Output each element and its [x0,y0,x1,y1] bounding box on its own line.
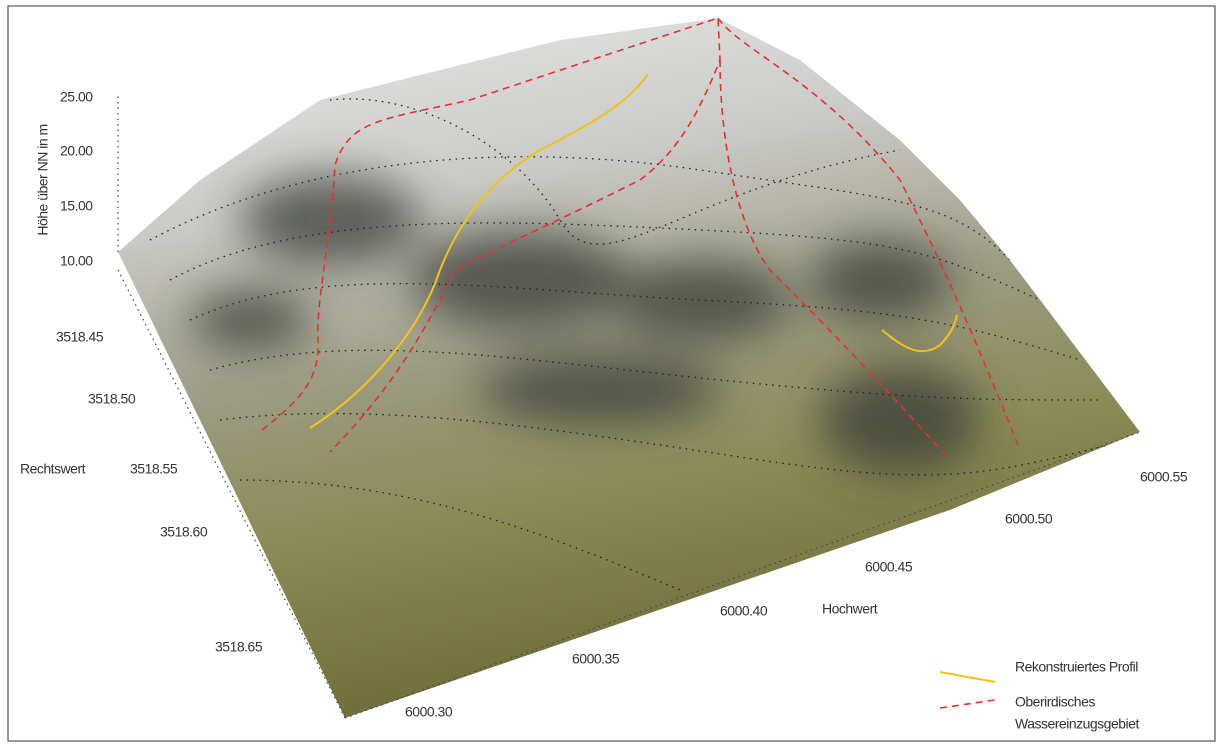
y-ticks: 6000.30 6000.35 6000.40 6000.45 6000.50 6000.… [405,469,1188,720]
legend-label: Oberirdisches [1015,694,1095,710]
z-tick-label: 20.00 [60,143,93,159]
y-tick-label: 6000.50 [1005,511,1053,527]
x-axis-label: Rechtswert [20,461,86,477]
y-tick-label: 6000.55 [1140,469,1188,485]
axes [117,96,1141,719]
z-tick-label: 10.00 [60,253,93,269]
legend-swatch [939,671,996,683]
x-tick-label: 3518.55 [130,461,178,477]
y-tick-label: 6000.35 [572,651,620,667]
legend-swatch [939,699,996,709]
legend-label: Wassereinzugsgebiet [1015,716,1139,732]
z-ticks: 25.00 20.00 15.00 10.00 [60,89,94,269]
y-tick-label: 6000.45 [865,559,913,575]
y-axis-label: Hochwert [822,601,878,617]
y-tick-label: 6000.40 [720,603,768,619]
x-ticks: 3518.45 3518.50 3518.55 3518.60 3518.65 [56,329,263,655]
z-axis-label: Höhe über NN in m [35,124,51,235]
legend: Rekonstruiertes Profil Oberirdisches Wasse… [939,659,1140,732]
z-tick-label: 15.00 [60,198,93,214]
terrain [118,18,1140,718]
z-tick-label: 25.00 [60,89,93,105]
x-tick-label: 3518.50 [88,391,136,407]
legend-label: Rekonstruiertes Profil [1015,659,1138,675]
x-tick-label: 3518.45 [56,329,104,345]
x-tick-label: 3518.65 [215,639,263,655]
x-tick-label: 3518.60 [160,524,208,540]
y-tick-label: 6000.30 [405,704,453,720]
